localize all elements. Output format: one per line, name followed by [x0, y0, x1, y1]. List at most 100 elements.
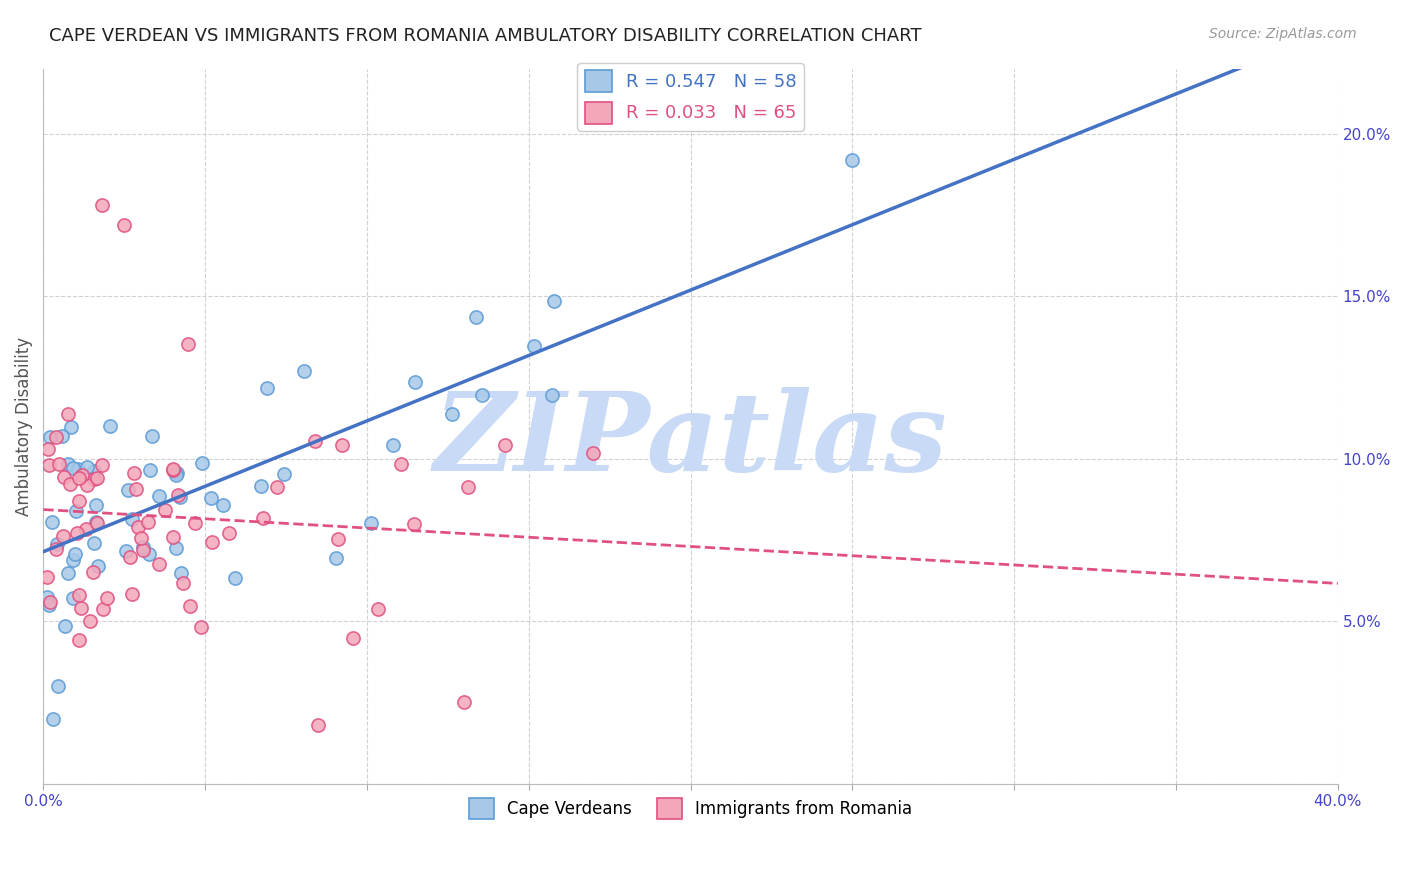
- Point: [148, 558, 170, 572]
- Point: [162, 463, 184, 477]
- Point: [494, 438, 516, 452]
- Point: [70, 601, 93, 615]
- Point: [170, 566, 193, 581]
- Point: [35, 590, 58, 604]
- Point: [308, 718, 330, 732]
- Point: [70, 468, 93, 483]
- Point: [112, 218, 135, 232]
- Point: [200, 491, 222, 505]
- Point: [79, 614, 101, 628]
- Point: [165, 541, 187, 555]
- Point: [67, 470, 90, 484]
- Point: [148, 490, 170, 504]
- Point: [67, 462, 90, 476]
- Point: [52, 470, 75, 484]
- Point: [136, 515, 159, 529]
- Point: [179, 599, 201, 614]
- Point: [453, 696, 475, 710]
- Point: [541, 388, 564, 402]
- Point: [91, 601, 114, 615]
- Point: [190, 456, 212, 470]
- Point: [45, 430, 67, 444]
- Point: [166, 488, 188, 502]
- Point: [41, 515, 63, 529]
- Point: [59, 419, 82, 434]
- Point: [457, 480, 479, 494]
- Point: [39, 430, 62, 444]
- Point: [86, 516, 108, 531]
- Point: [165, 468, 187, 483]
- Point: [42, 712, 65, 726]
- Point: [252, 511, 274, 525]
- Point: [138, 547, 160, 561]
- Point: [83, 472, 105, 486]
- Point: [67, 588, 90, 602]
- Point: [59, 477, 82, 491]
- Point: [90, 198, 112, 212]
- Point: [98, 419, 121, 434]
- Point: [184, 516, 207, 531]
- Point: [523, 339, 546, 353]
- Point: [83, 464, 105, 478]
- Point: [440, 407, 463, 421]
- Point: [62, 461, 84, 475]
- Point: [330, 438, 353, 452]
- Point: [96, 591, 118, 605]
- Point: [169, 491, 191, 505]
- Point: [84, 498, 107, 512]
- Point: [162, 462, 184, 476]
- Point: [121, 587, 143, 601]
- Point: [125, 482, 148, 496]
- Point: [218, 526, 240, 541]
- Text: ZIPatlas: ZIPatlas: [433, 386, 948, 494]
- Point: [139, 463, 162, 477]
- Point: [177, 337, 200, 351]
- Y-axis label: Ambulatory Disability: Ambulatory Disability: [15, 336, 32, 516]
- Point: [67, 494, 90, 508]
- Point: [38, 599, 60, 613]
- Point: [127, 520, 149, 534]
- Point: [51, 529, 73, 543]
- Point: [266, 480, 288, 494]
- Point: [122, 466, 145, 480]
- Point: [75, 523, 97, 537]
- Point: [87, 558, 110, 573]
- Point: [62, 553, 84, 567]
- Point: [342, 631, 364, 645]
- Point: [224, 571, 246, 585]
- Text: Source: ZipAtlas.com: Source: ZipAtlas.com: [1209, 27, 1357, 41]
- Point: [582, 446, 605, 460]
- Point: [58, 407, 80, 421]
- Point: [841, 153, 863, 167]
- Point: [63, 547, 86, 561]
- Point: [82, 566, 104, 580]
- Point: [38, 458, 60, 472]
- Point: [120, 549, 142, 564]
- Point: [45, 541, 67, 556]
- Point: [121, 512, 143, 526]
- Point: [66, 526, 89, 541]
- Point: [471, 388, 494, 402]
- Point: [45, 537, 67, 551]
- Point: [190, 620, 212, 634]
- Point: [132, 542, 155, 557]
- Point: [56, 457, 79, 471]
- Point: [39, 595, 62, 609]
- Point: [543, 293, 565, 308]
- Point: [48, 457, 70, 471]
- Point: [67, 633, 90, 648]
- Point: [304, 434, 326, 448]
- Point: [153, 502, 176, 516]
- Point: [389, 457, 412, 471]
- Point: [86, 470, 108, 484]
- Point: [129, 531, 152, 545]
- Point: [211, 498, 233, 512]
- Point: [51, 429, 73, 443]
- Point: [35, 569, 58, 583]
- Point: [292, 364, 315, 378]
- Point: [325, 551, 347, 566]
- Point: [402, 516, 425, 531]
- Point: [114, 544, 136, 558]
- Point: [249, 479, 271, 493]
- Text: CAPE VERDEAN VS IMMIGRANTS FROM ROMANIA AMBULATORY DISABILITY CORRELATION CHART: CAPE VERDEAN VS IMMIGRANTS FROM ROMANIA …: [49, 27, 922, 45]
